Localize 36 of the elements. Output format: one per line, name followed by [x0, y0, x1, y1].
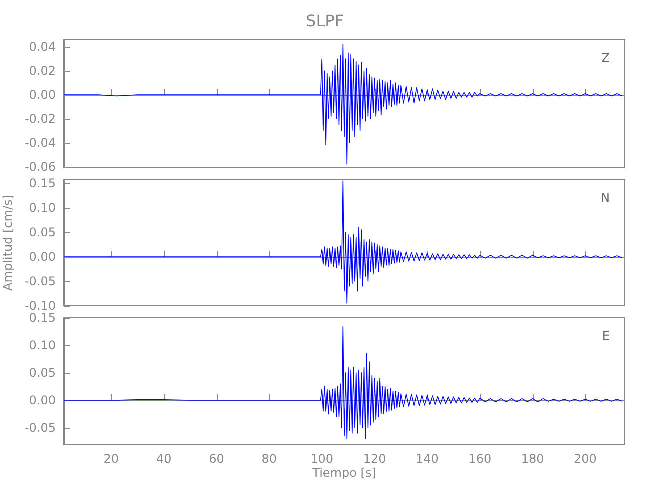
y-tick-label: 0.10 [29, 338, 56, 352]
x-tick-label: 160 [468, 452, 492, 466]
x-tick-label: 180 [521, 452, 544, 466]
annotation: Z [602, 51, 610, 65]
y-tick-label: 0.10 [29, 200, 56, 215]
y-tick-label: -0.05 [24, 274, 56, 288]
x-axis-title: Tiempo [s] [312, 466, 376, 480]
x-tick-label: 20 [104, 452, 120, 466]
y-axis-title: Amplitud [cm/s] [1, 195, 16, 291]
y-tick-label: -0.02 [24, 112, 56, 126]
x-tick-label: 100 [310, 452, 334, 466]
y-tick-label: 0.15 [29, 311, 56, 325]
line-series [64, 326, 623, 440]
line-series [64, 44, 623, 165]
annotation: E [602, 329, 610, 343]
y-tick-label: 0.04 [29, 40, 56, 54]
y-tick-label: 0.00 [29, 250, 56, 264]
y-tick-label: 0.00 [29, 393, 56, 408]
x-tick-label: 60 [209, 452, 224, 466]
y-tick-label: 0.05 [29, 366, 56, 380]
y-tick-label: 0.05 [29, 225, 56, 240]
y-tick-label: -0.06 [24, 160, 56, 174]
y-tick-label: -0.05 [24, 420, 56, 435]
y-tick-label: 0.15 [29, 176, 56, 190]
y-tick-label: -0.04 [24, 136, 56, 150]
y-tick-label: 0.02 [29, 64, 56, 78]
chart-title: SLPF [306, 12, 344, 30]
x-tick-label: 200 [574, 452, 597, 466]
annotation: N [601, 191, 610, 205]
x-tick-label: 120 [363, 452, 386, 466]
y-tick-label: -0.10 [24, 299, 56, 313]
y-tick-label: 0.00 [29, 88, 56, 102]
line-series [64, 180, 623, 304]
x-tick-label: 40 [156, 452, 172, 466]
x-tick-label: 140 [416, 452, 439, 466]
x-tick-label: 80 [262, 452, 278, 466]
